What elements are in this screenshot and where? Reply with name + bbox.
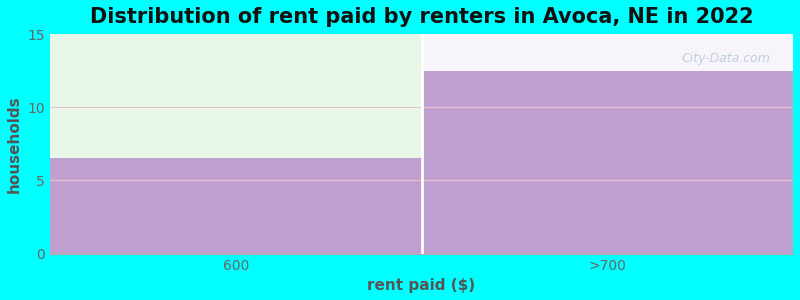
Title: Distribution of rent paid by renters in Avoca, NE in 2022: Distribution of rent paid by renters in … — [90, 7, 754, 27]
Y-axis label: households: households — [7, 95, 22, 193]
X-axis label: rent paid ($): rent paid ($) — [367, 278, 475, 293]
Text: City-Data.com: City-Data.com — [682, 52, 770, 64]
